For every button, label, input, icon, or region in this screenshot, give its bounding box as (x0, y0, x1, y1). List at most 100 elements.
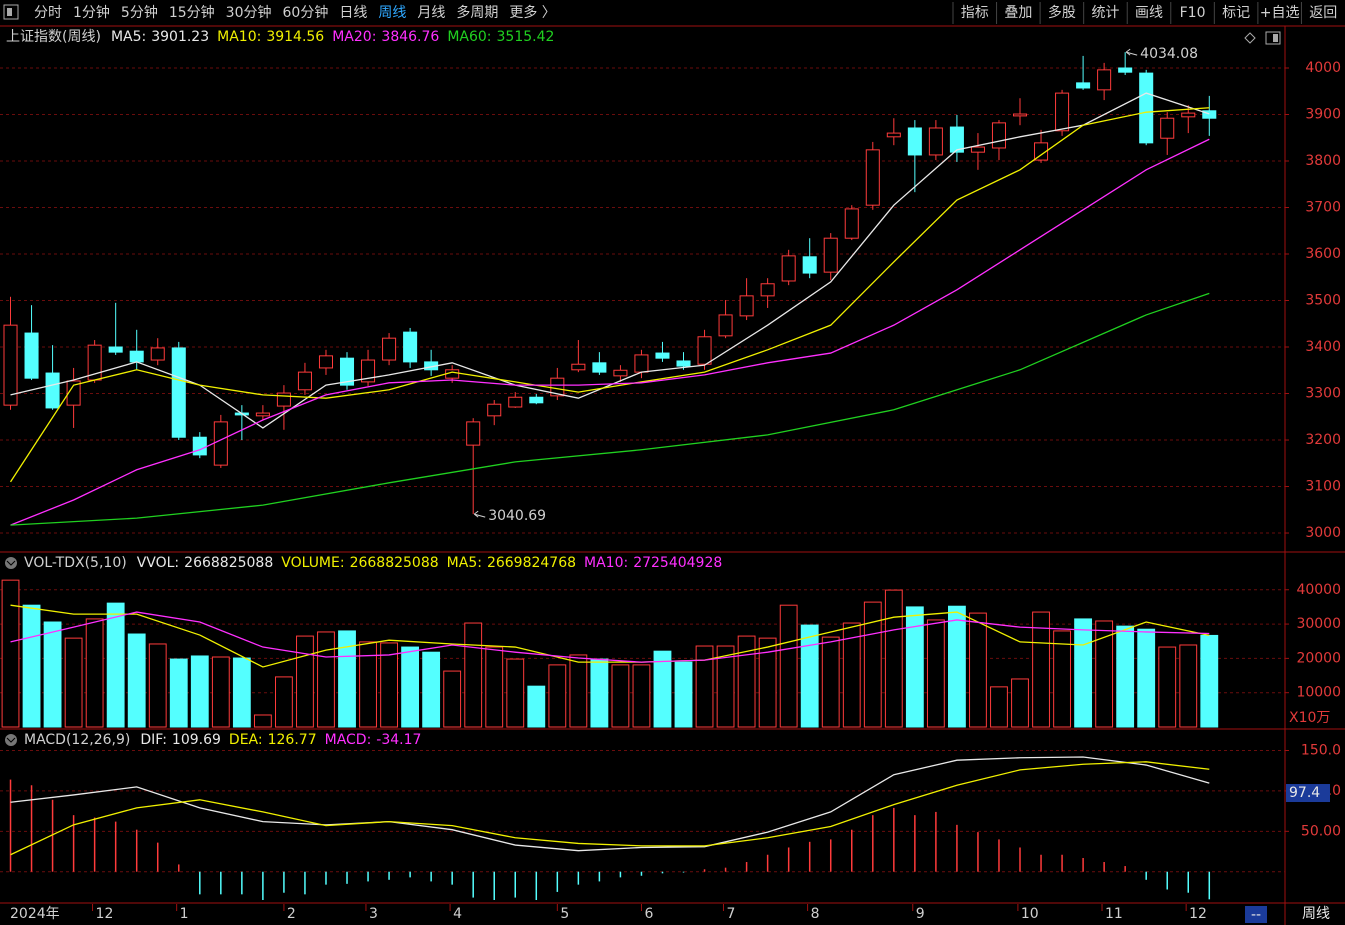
y-tick-label: 4000 (1305, 60, 1341, 76)
volume-bar (990, 686, 1008, 728)
legend-name: MACD: (325, 732, 372, 748)
tool-button[interactable]: 多股 (1048, 4, 1076, 21)
candle-body (802, 256, 817, 274)
x-tick-label: 2 (287, 906, 296, 922)
extreme-label: 4034.08 (1140, 46, 1198, 62)
period-tab[interactable]: 分时 (34, 5, 62, 21)
candle-body (655, 352, 670, 359)
tool-button[interactable]: 返回 (1309, 5, 1337, 21)
legend-value: -34.17 (376, 732, 421, 748)
y-tick-label: 10000 (1296, 685, 1341, 701)
volume-bar (969, 612, 987, 728)
y-tick-label: 3600 (1305, 246, 1341, 262)
tool-button[interactable]: 标记 (1222, 5, 1250, 21)
period-tab[interactable]: 周线 (378, 5, 406, 21)
y-tick-label: 3200 (1305, 432, 1341, 448)
status-text: -- (1251, 907, 1261, 923)
layout-icon[interactable] (1265, 31, 1281, 45)
collapse-icon[interactable] (5, 557, 17, 569)
period-tab[interactable]: 15分钟 (169, 4, 215, 21)
tool-button[interactable]: 指标 (961, 5, 989, 21)
collapse-icon[interactable] (5, 734, 17, 746)
volume-bar (253, 714, 272, 728)
ma-line (10, 92, 1210, 429)
volume-bar (1, 579, 20, 728)
legend-value: 2668825088 (184, 555, 273, 571)
candle-body (171, 347, 186, 438)
tool-button[interactable]: F10 (1180, 5, 1206, 21)
candle-body (66, 380, 81, 406)
volume-bar (106, 602, 125, 728)
tool-button[interactable]: 画线 (1135, 5, 1163, 21)
legend-value: 126.77 (268, 732, 317, 748)
extreme-arrow (1125, 48, 1138, 56)
period-tab[interactable]: 更多 〉 (509, 4, 555, 21)
period-tab[interactable]: 5分钟 (121, 4, 158, 21)
tool-button[interactable]: 统计 (1091, 5, 1119, 21)
candle-body (318, 355, 334, 369)
ma-line (10, 761, 1210, 856)
ma-line (10, 756, 1210, 852)
year-label: 2024年 (10, 906, 60, 922)
candle-body (24, 332, 39, 379)
y-tick-label: 3900 (1305, 106, 1341, 122)
tool-button[interactable]: 叠加 (1004, 5, 1032, 21)
candle-body (844, 208, 859, 239)
ma-line (10, 604, 1210, 668)
volume-bar (211, 656, 230, 728)
candle-body (466, 421, 481, 446)
legend-name: MA5: (447, 555, 482, 571)
x-tick-label: 12 (1189, 906, 1207, 922)
volume-bar (800, 624, 819, 728)
ma-line (10, 292, 1210, 526)
period-tab[interactable]: 30分钟 (226, 4, 272, 21)
volume-bar (1095, 620, 1114, 728)
period-tab[interactable]: 月线 (417, 5, 445, 21)
legend-value: 2669824768 (487, 555, 576, 571)
extreme-arrow (473, 510, 486, 518)
volume-bar (527, 685, 546, 728)
volume-bar (611, 664, 630, 728)
candle-body (1076, 82, 1091, 89)
candle-body (886, 132, 901, 138)
panel-title: MACD(12,26,9) (24, 732, 130, 748)
period-tab[interactable]: 60分钟 (283, 4, 329, 21)
y-tick-label: 3000 (1305, 525, 1341, 541)
menu-icon[interactable] (3, 4, 19, 20)
ma-line (10, 138, 1210, 526)
candle-body (339, 357, 355, 386)
candle-body (1034, 142, 1049, 161)
volume-bar (590, 658, 609, 728)
volume-bar (695, 645, 714, 728)
volume-bar (1053, 630, 1071, 728)
volume-bar (716, 645, 735, 728)
legend-name: MA10: (584, 555, 628, 571)
volume-bar (1116, 625, 1135, 728)
volume-bar (821, 636, 840, 728)
option-icon[interactable] (1244, 32, 1256, 44)
legend-name: MA60: (447, 29, 491, 45)
period-tab[interactable]: 1分钟 (73, 4, 110, 21)
volume-bar (653, 650, 672, 728)
current-value-box (1286, 784, 1330, 803)
volume-bar (64, 637, 83, 728)
tool-button[interactable]: +自选 (1260, 5, 1300, 21)
candle-body (3, 324, 18, 406)
candle-body (571, 363, 586, 371)
volume-bar (674, 661, 693, 728)
legend-name: MA10: (217, 29, 261, 45)
y-tick-label: 20000 (1296, 650, 1341, 666)
volume-bar (485, 646, 504, 728)
candle-body (255, 412, 270, 417)
period-tab[interactable]: 多周期 (456, 4, 498, 21)
x-tick-label: 9 (916, 906, 925, 922)
legend-name: MA20: (332, 29, 376, 45)
x-tick-label: 6 (644, 906, 653, 922)
x-tick-label: 12 (96, 906, 114, 922)
candle-body (403, 331, 418, 363)
y-tick-label: 3300 (1305, 386, 1341, 402)
x-tick-label: 5 (560, 906, 569, 922)
period-tab[interactable]: 日线 (339, 5, 367, 21)
volume-bar (1137, 628, 1156, 728)
candle-body (676, 360, 691, 367)
